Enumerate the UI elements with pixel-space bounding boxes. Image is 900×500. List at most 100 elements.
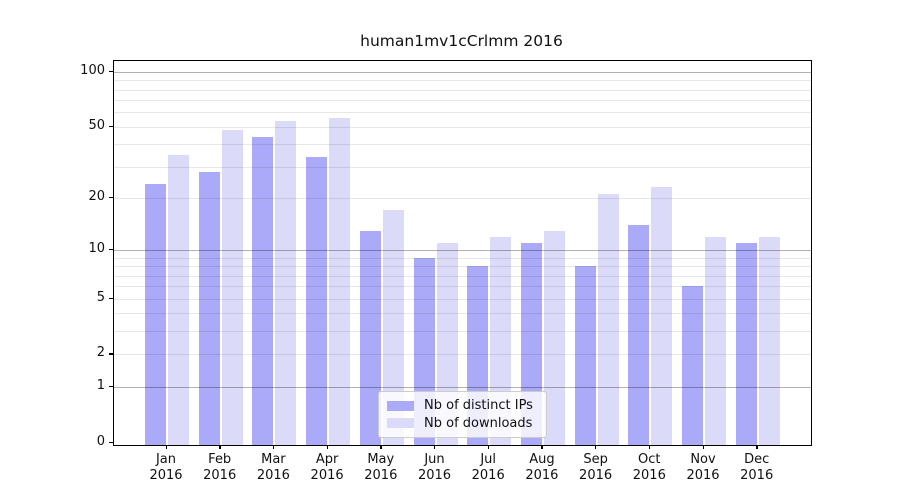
x-tick — [595, 445, 597, 449]
y-tick-label: 100 — [80, 62, 105, 78]
y-tick-label: 50 — [88, 117, 105, 133]
legend: Nb of distinct IPs Nb of downloads — [378, 391, 547, 438]
gridline-minor — [114, 112, 811, 114]
y-tick — [109, 125, 113, 128]
x-tick-label: Apr 2016 — [295, 452, 359, 483]
x-tick-month: Dec — [744, 452, 770, 467]
x-tick-label: Jul 2016 — [456, 452, 520, 483]
y-tick — [109, 297, 113, 299]
y-tick-label: 0 — [96, 433, 105, 449]
legend-label: Nb of downloads — [424, 415, 533, 431]
legend-item: Nb of downloads — [387, 416, 538, 431]
bar-downloads — [758, 236, 780, 445]
x-tick — [541, 445, 543, 449]
x-tick-label: May 2016 — [349, 452, 413, 483]
legend-label: Nb of distinct IPs — [424, 398, 533, 414]
legend-swatch-downloads-icon — [387, 418, 414, 429]
gridline-minor — [114, 80, 811, 82]
bar-downloads — [597, 194, 619, 445]
x-tick-label: Dec 2016 — [725, 452, 789, 483]
x-tick-label: Nov 2016 — [671, 452, 735, 483]
bar-distinct-ips — [252, 136, 274, 445]
x-tick-label: Jan 2016 — [134, 452, 198, 483]
y-tick — [109, 70, 113, 73]
x-tick-month: Sep — [583, 452, 608, 467]
plot-area — [113, 60, 812, 446]
chart-title: human1mv1cCrlmm 2016 — [360, 32, 563, 50]
x-tick-year: 2016 — [579, 467, 613, 483]
y-tick-label: 5 — [96, 289, 105, 305]
bar-distinct-ips — [145, 184, 166, 445]
x-tick-month: Feb — [208, 452, 232, 467]
bar-downloads — [221, 129, 243, 445]
x-tick-month: Aug — [529, 452, 555, 467]
bar-distinct-ips — [198, 172, 220, 445]
bar-downloads — [543, 230, 565, 445]
gridline-minor — [114, 144, 811, 146]
x-tick — [326, 445, 328, 449]
gridline-major — [114, 71, 811, 73]
x-tick — [272, 445, 275, 449]
y-tick — [109, 353, 113, 355]
y-tick — [109, 385, 113, 388]
x-tick-year: 2016 — [417, 467, 452, 483]
gridline-minor — [114, 100, 811, 102]
x-tick-month: Nov — [690, 452, 716, 467]
x-tick-year: 2016 — [256, 467, 290, 483]
y-tick-label: 1 — [96, 377, 105, 393]
y-tick-label: 2 — [96, 345, 105, 361]
x-tick — [434, 445, 436, 449]
x-tick-label: Sep 2016 — [564, 452, 628, 483]
x-tick-month: Mar — [261, 452, 286, 467]
x-tick-label: Oct 2016 — [617, 452, 681, 483]
bar-distinct-ips — [306, 157, 328, 445]
x-tick-year: 2016 — [310, 467, 344, 483]
bar-distinct-ips — [735, 242, 757, 445]
x-tick-month: May — [367, 452, 395, 467]
x-tick-year: 2016 — [686, 467, 720, 483]
bar-distinct-ips — [359, 230, 381, 445]
bar-downloads — [329, 117, 351, 445]
x-tick — [648, 445, 651, 449]
bar-downloads — [382, 210, 404, 445]
bar-downloads — [651, 187, 673, 445]
x-tick — [702, 445, 704, 449]
x-tick-year: 2016 — [149, 467, 183, 483]
bar-distinct-ips — [574, 266, 596, 445]
bar-distinct-ips — [628, 225, 650, 445]
bar-distinct-ips — [682, 286, 703, 445]
x-tick-label: Aug 2016 — [510, 452, 574, 483]
y-tick-label: 20 — [88, 189, 105, 205]
y-tick — [109, 248, 113, 251]
x-tick — [165, 445, 167, 449]
x-tick-month: Jan — [155, 452, 177, 467]
y-tick — [109, 441, 113, 443]
x-tick-month: Jul — [480, 452, 497, 467]
x-tick — [219, 445, 221, 449]
bar-downloads — [168, 154, 189, 445]
x-tick-label: Mar 2016 — [241, 452, 305, 483]
x-tick-month: Jun — [424, 452, 445, 467]
x-tick-month: Oct — [638, 452, 661, 467]
x-tick-year: 2016 — [364, 467, 398, 483]
x-tick-year: 2016 — [525, 467, 559, 483]
y-tick — [109, 197, 113, 199]
x-tick-label: Feb 2016 — [188, 452, 252, 483]
x-tick — [756, 445, 758, 449]
x-tick-label: Jun 2016 — [403, 452, 467, 483]
x-tick — [487, 445, 490, 449]
x-tick-year: 2016 — [203, 467, 237, 483]
bar-downloads — [275, 120, 297, 445]
y-tick-label: 10 — [88, 240, 105, 256]
legend-swatch-distinct-ips-icon — [387, 400, 414, 411]
legend-item: Nb of distinct IPs — [387, 398, 538, 413]
x-tick — [380, 445, 382, 449]
bar-downloads — [705, 236, 726, 445]
x-tick-year: 2016 — [632, 467, 666, 483]
x-tick-year: 2016 — [740, 467, 774, 483]
gridline-minor — [114, 166, 811, 168]
x-tick-year: 2016 — [471, 467, 505, 483]
gridline-minor — [114, 89, 811, 91]
gridline-minor — [114, 126, 811, 128]
